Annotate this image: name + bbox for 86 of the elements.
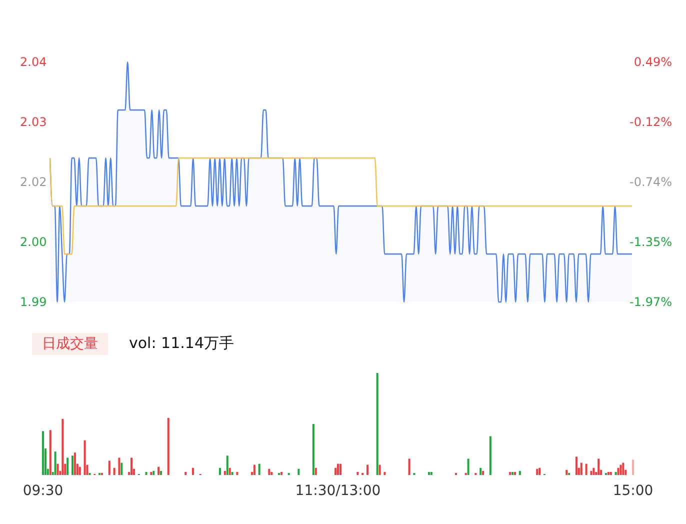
bar [228, 468, 231, 475]
bar [231, 472, 234, 475]
bar [42, 431, 44, 475]
y-tick-label: 2.04 [20, 55, 47, 69]
bar [270, 472, 273, 475]
y-tick-label: 2.02 [20, 175, 47, 189]
bar [160, 470, 162, 475]
y2-tick-label: -1.35% [630, 235, 672, 249]
bar [253, 464, 256, 475]
y2-tick-label: -1.97% [630, 295, 672, 309]
x-tick-label: 11:30/13:00 [295, 483, 381, 499]
y-tick-label: 2.03 [20, 115, 47, 129]
bar [62, 418, 64, 475]
bar [610, 472, 612, 475]
bar [78, 466, 81, 475]
bar [480, 468, 482, 475]
x-tick-label: 09:30 [22, 483, 64, 499]
bar [192, 468, 194, 475]
bar [120, 462, 123, 475]
bar [590, 470, 592, 475]
bar [312, 424, 314, 475]
bar [514, 472, 516, 475]
bar [598, 458, 600, 475]
bar [49, 430, 52, 475]
bar [337, 464, 339, 475]
bar [113, 468, 116, 475]
bar [509, 472, 512, 475]
bar [118, 458, 120, 475]
bar [226, 456, 228, 475]
bar [538, 468, 541, 475]
bar [280, 472, 282, 475]
bar [268, 468, 270, 475]
bar [585, 464, 588, 475]
bar [167, 418, 170, 475]
bar [607, 472, 610, 475]
bar [152, 470, 155, 475]
bar [566, 470, 568, 475]
y2-tick-label: -0.74% [630, 175, 672, 189]
bar [74, 452, 76, 475]
bar [428, 472, 430, 475]
bar [366, 464, 368, 475]
bar [66, 458, 69, 475]
bar [482, 470, 484, 475]
bar [56, 464, 59, 475]
bar [575, 456, 578, 475]
bar [184, 472, 187, 475]
bar [258, 464, 260, 475]
bar [130, 458, 132, 475]
bar [158, 466, 160, 475]
text: 日成交量 [42, 336, 98, 352]
bar [314, 468, 317, 475]
bar [378, 464, 381, 475]
bar [614, 472, 617, 475]
bar [632, 460, 634, 475]
bar [145, 472, 148, 475]
y-tick-label: 2.00 [20, 235, 47, 249]
bar [536, 468, 538, 475]
bar [592, 468, 595, 475]
bar [54, 452, 56, 475]
text: vol: 11.14万手 [129, 334, 234, 352]
bar [580, 462, 582, 475]
bar [72, 456, 74, 475]
bar [384, 472, 386, 475]
x-tick-label: 15:00 [612, 483, 654, 499]
bar [430, 472, 432, 475]
bar [224, 470, 226, 475]
bar [622, 462, 624, 475]
bar [219, 468, 221, 475]
bar [356, 472, 359, 475]
bar [467, 458, 470, 475]
bar [236, 472, 238, 475]
bar [518, 470, 521, 475]
bar [408, 458, 410, 475]
bar [617, 468, 620, 475]
bar [84, 440, 86, 475]
bar [489, 436, 492, 475]
bar [334, 468, 337, 475]
y2-tick-label: -0.12% [630, 115, 672, 129]
bar [339, 464, 342, 475]
bar [298, 468, 300, 475]
y2-tick-label: 0.49% [634, 55, 672, 69]
bar [150, 472, 152, 475]
bar [620, 464, 622, 475]
bar [108, 460, 110, 475]
y-tick-label: 1.99 [20, 295, 47, 309]
bar [376, 373, 378, 475]
